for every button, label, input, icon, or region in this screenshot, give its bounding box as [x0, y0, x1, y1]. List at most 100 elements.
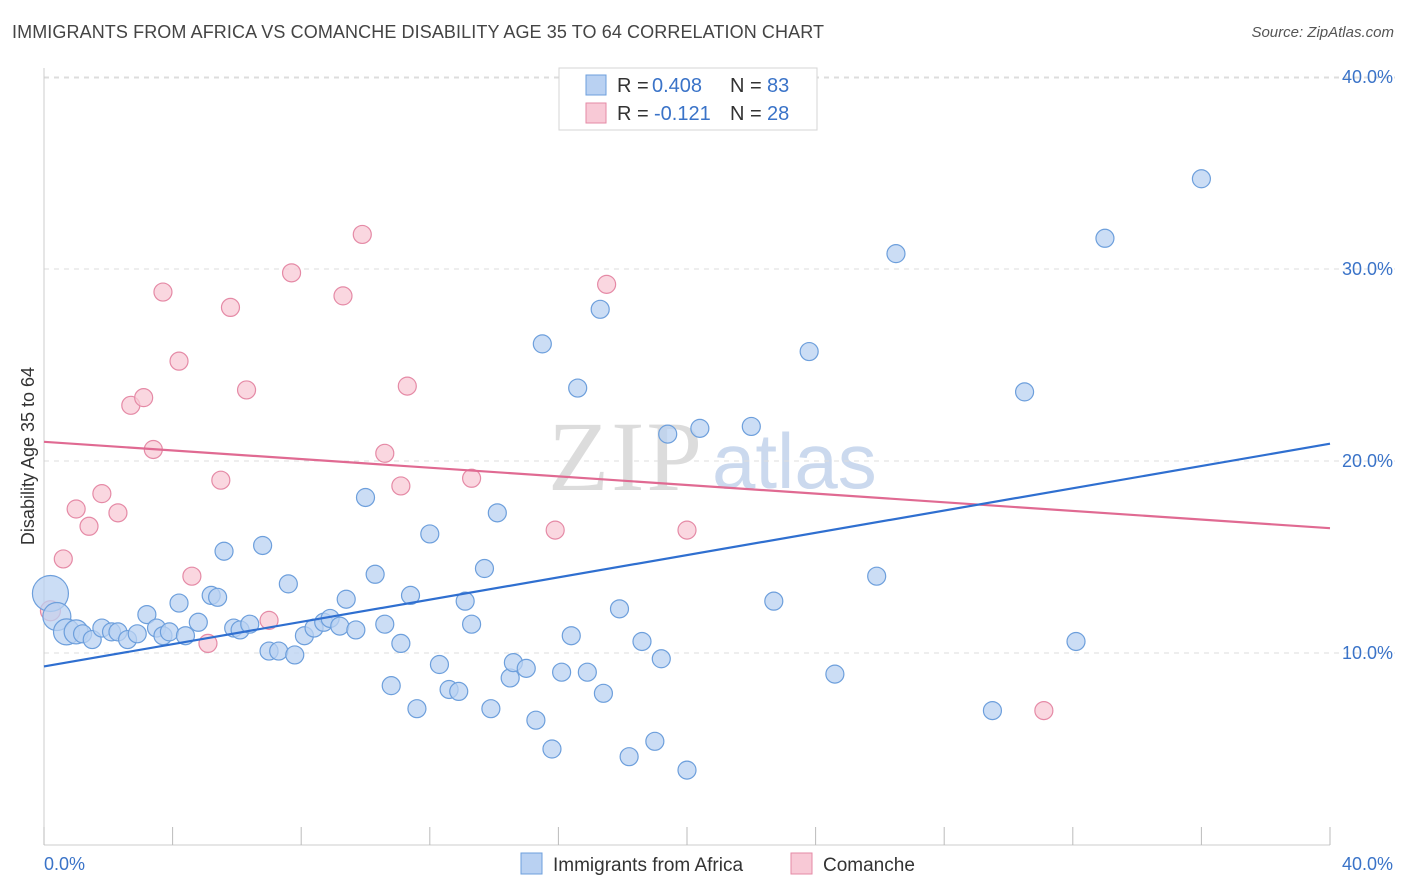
africa-point-81: [1095, 228, 1115, 248]
africa-point-54: [516, 658, 536, 678]
africa-point-10: [127, 624, 147, 644]
africa-point-62: [590, 299, 610, 319]
bottom-legend-label-pink: Comanche: [823, 855, 915, 876]
africa-point-38: [375, 614, 395, 634]
africa-point-56: [532, 334, 552, 354]
legend-n-label-2: N =: [730, 103, 762, 125]
africa-point-20: [214, 541, 234, 561]
watermark-zip: ZIP: [548, 401, 704, 512]
africa-point-14: [159, 622, 179, 642]
africa-point-41: [400, 585, 421, 606]
africa-point-80: [1066, 631, 1086, 652]
series-immigrants-from-africa: [31, 169, 1212, 780]
legend-swatch-blue: [585, 74, 607, 96]
africa-point-57: [542, 739, 562, 759]
africa-point-44: [429, 654, 450, 675]
x-tick-label-max: 40.0%: [1342, 854, 1393, 874]
trend-lines: [43, 440, 1331, 668]
africa-point-11: [137, 604, 157, 625]
comanche-point-14: [220, 297, 241, 317]
bottom-legend-swatch-pink: [790, 852, 813, 875]
africa-point-19: [208, 587, 228, 607]
africa-point-48: [461, 614, 482, 634]
africa-point-17: [188, 612, 208, 632]
africa-point-75: [825, 664, 845, 684]
legend-r-label-2: R =: [617, 103, 649, 125]
africa-point-46: [449, 681, 469, 702]
comanche-point-5: [108, 503, 128, 523]
trend-line-immigrants-from-africa: [43, 442, 1331, 668]
africa-point-78: [982, 700, 1003, 721]
comanche-point-21: [391, 476, 411, 496]
africa-point-15: [169, 593, 189, 613]
comanche-point-10: [169, 351, 189, 371]
y-tick-label-20: 20.0%: [1342, 451, 1393, 471]
comanche-point-19: [352, 224, 372, 245]
legend-swatch-pink: [585, 102, 607, 124]
africa-point-34: [336, 589, 356, 609]
comanche-point-1: [53, 549, 73, 569]
bottom-legend-label-blue: Immigrants from Africa: [553, 855, 743, 876]
comanche-point-3: [79, 516, 99, 536]
legend-r-label-1: R =: [617, 75, 649, 97]
chart-title: IMMIGRANTS FROM AFRICA VS COMANCHE DISAB…: [12, 22, 825, 42]
africa-point-39: [381, 676, 401, 696]
africa-point-67: [645, 731, 665, 751]
africa-point-60: [568, 378, 588, 398]
comanche-point-23: [461, 468, 482, 488]
africa-point-35: [346, 620, 366, 640]
comanche-point-11: [182, 566, 202, 586]
legend-n-label-1: N =: [730, 75, 762, 97]
africa-point-28: [285, 645, 305, 665]
comanche-point-7: [134, 388, 154, 408]
comanche-point-27: [1034, 700, 1054, 721]
y-tick-labels: 10.0% 20.0% 30.0% 40.0%: [1342, 67, 1393, 663]
comanche-point-24: [545, 520, 565, 540]
comanche-point-16: [259, 610, 279, 630]
comanche-point-26: [677, 520, 697, 540]
series-comanche: [39, 224, 1054, 721]
africa-point-76: [867, 566, 887, 586]
legend-n-value-2: 28: [767, 103, 789, 125]
africa-point-51: [487, 503, 507, 523]
comanche-point-20: [375, 443, 395, 463]
africa-point-33: [330, 616, 350, 636]
trend-line-comanche: [43, 440, 1331, 530]
legend-n-value-1: 83: [767, 75, 789, 97]
africa-point-65: [619, 747, 639, 767]
africa-point-70: [677, 760, 697, 780]
africa-point-82: [1191, 169, 1212, 189]
y-tick-label-10: 10.0%: [1342, 643, 1393, 663]
africa-point-37: [365, 564, 385, 584]
comanche-point-9: [153, 282, 173, 302]
comanche-point-15: [236, 380, 257, 400]
comanche-point-4: [92, 484, 112, 504]
africa-point-59: [561, 626, 581, 646]
africa-point-63: [593, 683, 614, 703]
correlation-legend: R = 0.408 N = 83 R = -0.121 N = 28: [558, 67, 818, 131]
comanche-point-13: [211, 470, 231, 490]
y-tick-label-30: 30.0%: [1342, 259, 1393, 279]
x-tick-label-min: 0.0%: [44, 854, 85, 874]
africa-point-23: [240, 614, 260, 634]
africa-point-68: [651, 649, 671, 669]
y-tick-label-40: 40.0%: [1342, 67, 1393, 87]
africa-point-64: [609, 599, 630, 619]
africa-point-40: [391, 633, 411, 654]
gridlines: [44, 76, 1395, 654]
africa-point-42: [407, 699, 427, 719]
africa-point-24: [253, 535, 273, 556]
africa-point-61: [577, 662, 597, 682]
legend-r-value-1: 0.408: [652, 75, 702, 97]
africa-point-77: [886, 244, 906, 264]
africa-point-26: [269, 641, 289, 661]
y-axis-title: Disability Age 35 to 64: [18, 367, 38, 545]
africa-point-36: [355, 487, 376, 508]
comanche-point-22: [397, 376, 417, 396]
africa-point-47: [455, 591, 475, 611]
africa-point-69: [658, 424, 678, 444]
africa-point-55: [526, 710, 546, 730]
comanche-point-25: [597, 274, 617, 294]
source-label: Source: ZipAtlas.com: [1251, 24, 1394, 41]
